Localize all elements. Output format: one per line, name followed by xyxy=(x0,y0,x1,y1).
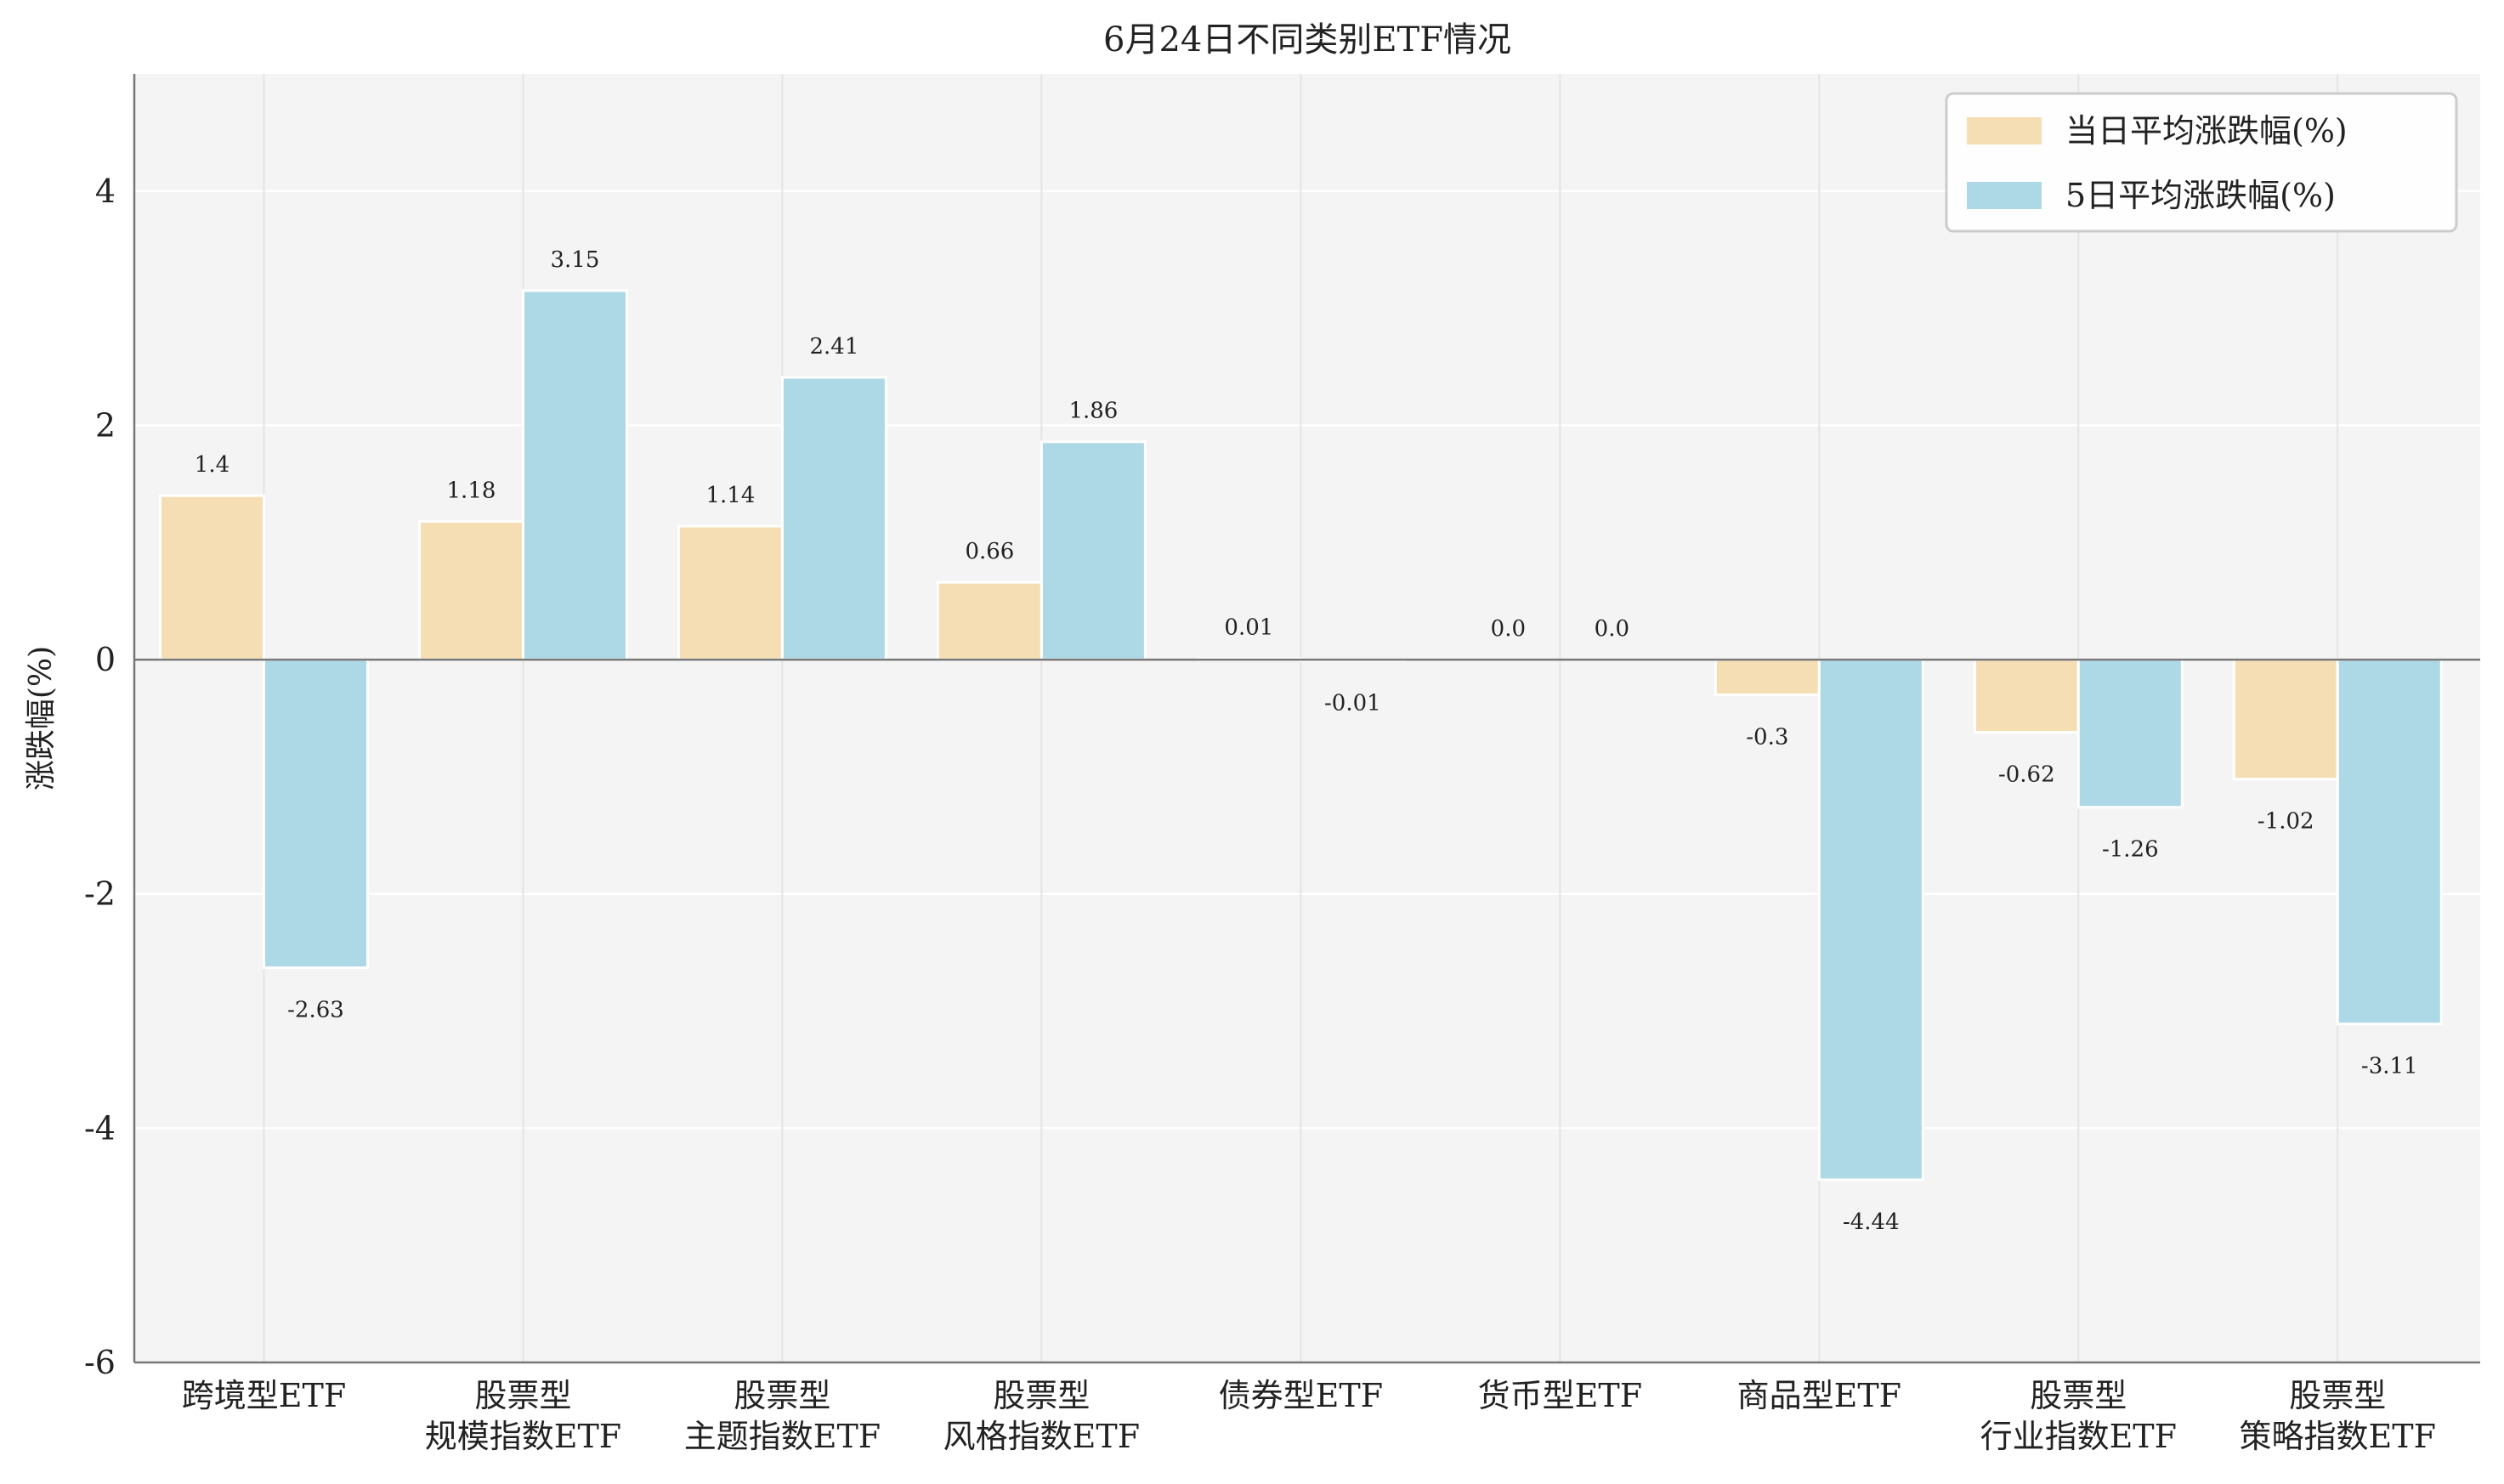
legend-swatch-1 xyxy=(1967,182,2042,209)
x-tick-label-5: 货币型ETF xyxy=(1478,1377,1642,1414)
data-label-series1-2: 2.41 xyxy=(809,334,858,360)
x-tick-label-1: 股票型规模指数ETF xyxy=(425,1377,621,1455)
y-axis-label: 涨跌幅(%) xyxy=(24,646,59,790)
data-labels: 1.4 1.18 1.14 0.66 0.01 0.0 -0.3 -0.62 -1.02 -2.6… xyxy=(195,247,2418,1235)
legend-swatch-0 xyxy=(1967,117,2042,144)
data-label-series0-1: 1.18 xyxy=(447,478,496,503)
data-label-series0-5: 0.0 xyxy=(1491,616,1526,642)
data-label-series1-3: 1.86 xyxy=(1068,399,1118,424)
y-tick-label: -4 xyxy=(84,1109,116,1147)
bar-series1-8 xyxy=(2336,658,2443,1026)
bar-series0-0 xyxy=(158,494,265,661)
bar-series1-6 xyxy=(1817,658,1924,1181)
data-label-series0-7: -0.62 xyxy=(1998,762,2055,788)
bar-series1-1 xyxy=(521,289,628,661)
x-tick-label-7: 股票型行业指数ETF xyxy=(1980,1377,2177,1455)
x-tick-label-4: 债券型ETF xyxy=(1219,1377,1383,1414)
y-tick-label: 0 xyxy=(95,641,116,678)
data-label-series1-6: -4.44 xyxy=(1843,1209,1900,1235)
bar-series0-3 xyxy=(936,581,1043,661)
x-tick-label-0: 跨境型ETF xyxy=(182,1377,346,1414)
x-tick-label-8: 股票型策略指数ETF xyxy=(2240,1377,2436,1455)
data-label-series1-8: -3.11 xyxy=(2361,1054,2418,1079)
bar-series0-1 xyxy=(417,519,524,661)
data-label-series0-3: 0.66 xyxy=(965,539,1014,564)
data-label-series0-6: -0.3 xyxy=(1746,724,1788,750)
x-tick-label-6: 商品型ETF xyxy=(1737,1377,1901,1414)
y-tick-label: 4 xyxy=(95,173,116,210)
y-tick-label: 2 xyxy=(95,406,116,444)
data-label-series0-8: -1.02 xyxy=(2258,809,2314,835)
x-tick-labels: 跨境型ETF 股票型规模指数ETF 股票型主题指数ETF 股票型风格指数ETF 债券型E… xyxy=(182,1377,2436,1455)
bar-series1-3 xyxy=(1040,440,1147,661)
bar-series1-0 xyxy=(262,658,369,970)
data-label-series1-7: -1.26 xyxy=(2102,837,2159,863)
bar-series0-7 xyxy=(1973,658,2080,734)
data-label-series0-0: 1.4 xyxy=(195,452,229,478)
data-label-series1-5: 0.0 xyxy=(1595,616,1629,642)
bar-series0-6 xyxy=(1714,658,1821,696)
bar-series1-7 xyxy=(2076,658,2184,809)
data-label-series0-2: 1.14 xyxy=(705,483,755,508)
x-tick-label-3: 股票型风格指数ETF xyxy=(943,1377,1140,1455)
bar-series0-2 xyxy=(677,524,784,661)
bar-series1-2 xyxy=(780,376,887,661)
bar-series0-8 xyxy=(2232,658,2339,781)
y-tick-labels: -6 -4 -2 0 2 4 xyxy=(84,173,116,1381)
chart-title: 6月24日不同类别ETF情况 xyxy=(1103,20,1511,59)
y-tick-label: -6 xyxy=(84,1344,116,1381)
legend-label-0: 当日平均涨跌幅(%) xyxy=(2065,112,2348,150)
legend-label-1: 5日平均涨跌幅(%) xyxy=(2065,177,2336,214)
legend: 当日平均涨跌幅(%) 5日平均涨跌幅(%) xyxy=(1945,92,2458,233)
data-label-series1-1: 3.15 xyxy=(551,247,600,273)
data-label-series1-0: -2.63 xyxy=(287,998,344,1023)
data-label-series0-4: 0.01 xyxy=(1224,615,1273,641)
data-label-series1-4: -0.01 xyxy=(1324,690,1381,716)
bars xyxy=(158,289,2443,1181)
legend-box xyxy=(1945,92,2458,233)
y-tick-label: -2 xyxy=(84,875,116,913)
x-tick-label-2: 股票型主题指数ETF xyxy=(684,1377,881,1455)
